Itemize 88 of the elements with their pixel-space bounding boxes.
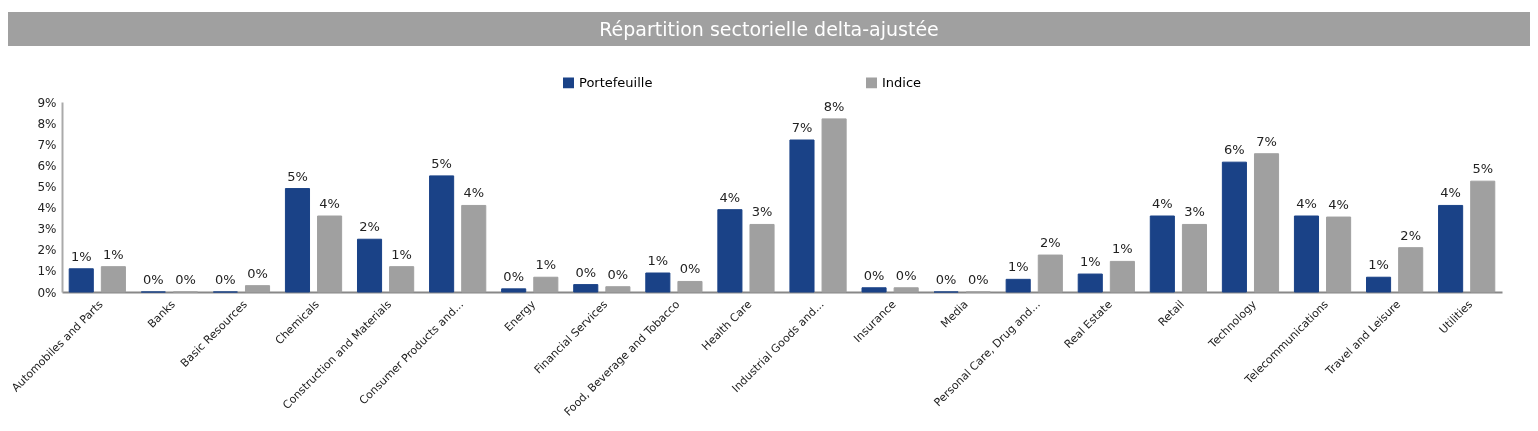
data-label: 4% [319,196,340,211]
bar [389,266,415,293]
data-label: 2% [1040,235,1061,251]
data-label: 1% [103,246,124,262]
bar [1253,153,1280,293]
bar [1438,204,1464,293]
bar [1366,276,1392,293]
bar [429,175,455,293]
data-label: 3% [751,204,773,220]
data-label: 4% [1328,197,1349,213]
bar [1181,223,1207,293]
data-label: 4% [1152,196,1173,211]
data-label: 4% [1440,185,1461,201]
bar [68,268,94,293]
data-label: 0% [575,264,597,280]
data-label: 1% [535,257,557,273]
data-label: 1% [70,248,92,264]
bar [821,118,847,293]
bar [677,280,703,293]
bar [244,285,271,293]
data-label: 5% [287,168,308,184]
bar [1149,215,1175,293]
data-label: 0% [863,267,885,283]
y-tick-label: 3% [37,222,57,237]
bar [789,139,815,293]
data-label: 0% [215,272,236,287]
data-label: 3% [1184,204,1205,220]
bar [1005,278,1031,293]
y-tick-label: 7% [37,137,57,152]
bar [861,287,887,293]
data-label: 4% [1296,196,1317,211]
bar [605,286,631,293]
legend-label: Indice [882,74,922,90]
bar [533,276,559,293]
data-label: 2% [1400,227,1421,243]
y-tick-label: 1% [37,264,57,279]
bar [749,223,775,293]
y-tick-label: 5% [37,179,57,194]
chart-title: Répartition sectorielle delta-ajustée [8,12,1530,46]
data-label: 2% [359,219,380,235]
data-label: 0% [247,265,268,281]
data-label: 1% [391,246,412,262]
data-label: 0% [503,268,524,284]
data-label: 0% [143,272,164,287]
y-tick-label: 4% [37,201,57,216]
bar [717,209,743,293]
y-tick-label: 6% [37,158,57,173]
bar [501,288,527,293]
bar [357,238,383,293]
bar [1398,247,1424,293]
bar [1037,254,1063,293]
data-label: 0% [967,272,989,287]
y-tick-label: 9% [37,95,57,110]
data-label: 5% [431,155,452,171]
bar [100,266,126,293]
bar [1470,180,1496,293]
bar [1109,260,1135,293]
data-label: 7% [1256,133,1277,149]
data-label: 7% [791,120,813,135]
data-label: 6% [1224,142,1245,158]
data-label: 0% [175,272,196,287]
bar [893,287,919,293]
bar [573,284,599,293]
bar [1293,215,1320,293]
bar [461,204,487,293]
data-label: 8% [823,98,845,114]
y-tick-label: 2% [37,243,57,258]
data-label: 1% [647,253,669,268]
data-label: 0% [895,267,917,283]
legend-label: Portefeuille [579,74,653,90]
data-label: 0% [679,261,701,277]
y-tick-label: 8% [37,116,57,131]
data-label: 4% [719,189,741,205]
data-label: 4% [463,185,485,201]
data-label: 1% [1079,254,1101,270]
bar [1077,273,1103,293]
bar [1221,161,1247,293]
y-tick-label: 0% [37,285,57,300]
bar [645,272,671,293]
data-label: 1% [1007,259,1029,275]
data-label: 1% [1368,257,1389,273]
bar [1326,216,1352,293]
data-label: 0% [935,272,957,287]
data-label: 0% [607,266,629,282]
data-label: 5% [1472,161,1494,177]
bar [317,215,343,293]
bar [284,188,311,293]
data-label: 1% [1112,241,1133,257]
